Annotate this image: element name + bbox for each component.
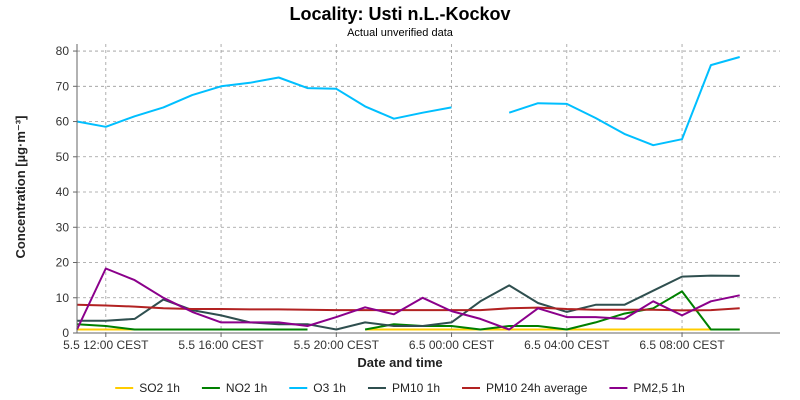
x-tick-label: 5.5 16:00 CEST — [178, 338, 264, 352]
legend-label: PM2,5 1h — [633, 381, 684, 395]
series-line — [508, 56, 740, 147]
y-tick-label: 80 — [56, 44, 70, 58]
series-line — [76, 267, 740, 331]
x-tick-label: 5.5 12:00 CEST — [63, 338, 149, 352]
chart-title: Locality: Usti n.L.-Kockov — [289, 4, 510, 24]
y-tick-label: 10 — [56, 291, 70, 305]
y-tick-label: 70 — [56, 79, 70, 93]
y-tick-label: 40 — [56, 185, 70, 199]
x-tick-label: 5.5 20:00 CEST — [294, 338, 380, 352]
x-tick-label: 6.5 00:00 CEST — [409, 338, 495, 352]
x-tick-label: 6.5 08:00 CEST — [639, 338, 725, 352]
legend-label: O3 1h — [313, 381, 346, 395]
legend-label: SO2 1h — [139, 381, 180, 395]
y-tick-label: 0 — [62, 326, 69, 340]
legend: SO2 1h NO2 1h O3 1h PM10 1h PM10 24h average… — [115, 381, 685, 395]
legend-label: PM10 24h average — [486, 381, 588, 395]
chart-subtitle: Actual unverified data — [347, 27, 454, 39]
y-tick-label: 30 — [56, 220, 70, 234]
y-tick-label: 20 — [56, 256, 70, 270]
axes — [73, 44, 780, 337]
grid-lines — [77, 44, 780, 333]
x-tick-label: 6.5 04:00 CEST — [524, 338, 610, 352]
series-lines — [76, 56, 740, 331]
legend-label: PM10 1h — [392, 381, 440, 395]
y-tick-label: 50 — [56, 150, 70, 164]
y-axis-label: Concentration [µg·m⁻³] — [13, 116, 28, 259]
legend-label: NO2 1h — [226, 381, 267, 395]
x-axis-label: Date and time — [357, 355, 442, 370]
series-o3-1h — [76, 56, 740, 147]
series-line — [76, 323, 308, 331]
y-tick-label: 60 — [56, 115, 70, 129]
series-line — [76, 76, 452, 128]
tick-labels: 0 10 20 30 40 50 60 70 80 5.5 12:00 CEST 5.5 16:00… — [56, 44, 726, 352]
series-pm2-5-1h — [76, 267, 740, 331]
